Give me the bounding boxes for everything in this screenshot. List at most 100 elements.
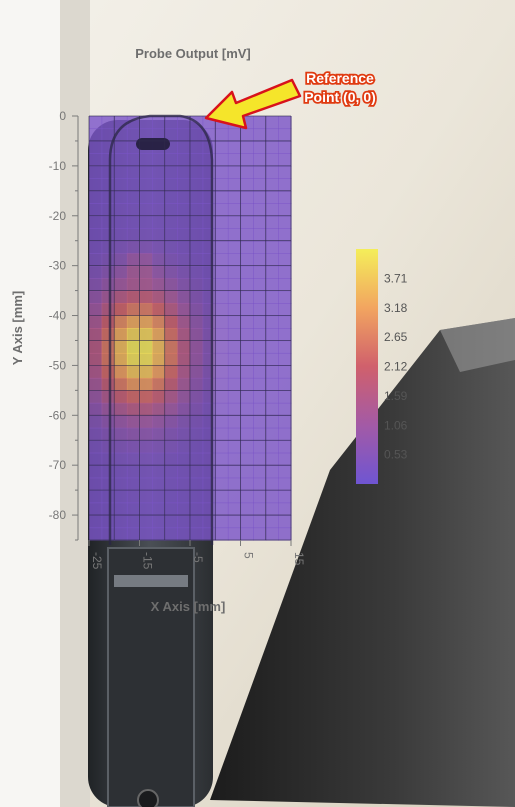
heatmap-cell [240,228,254,242]
heatmap-cell [227,515,242,529]
heatmap-cell [215,253,229,267]
heatmap-cell [89,477,103,491]
heatmap-cell [202,278,216,292]
heatmap-cell [89,340,103,354]
heatmap-cell [227,365,242,379]
heatmap-cell [215,215,229,229]
heatmap-cell [101,190,115,204]
heatmap-cell [253,278,267,292]
heatmap-cell [177,153,191,167]
heatmap-cell [164,178,178,192]
heatmap-cell [265,328,279,342]
heatmap-cell [240,452,254,466]
heatmap-cell [177,290,191,304]
heatmap-cell [101,465,115,479]
heatmap-cell [227,315,242,329]
heatmap-cell [253,153,267,167]
heatmap-cell [265,228,279,242]
heatmap-cell [278,240,292,254]
heatmap-cell [190,253,204,267]
heatmap-cell [126,303,141,317]
heatmap-cell [152,265,166,279]
heatmap-cell [114,402,128,416]
heatmap-cell [265,427,279,441]
heatmap-cell [101,477,115,491]
heatmap-cell [190,290,204,304]
heatmap-cell [202,203,216,217]
heatmap-cell [202,440,216,454]
heatmap-cell [215,515,229,529]
heatmap-cell [202,303,216,317]
heatmap-cell [101,352,115,367]
heatmap-cell [190,427,204,441]
heatmap-cell [114,153,128,167]
heatmap-cell [177,527,191,541]
heatmap-cell [253,527,267,541]
heatmap-cell [89,490,103,504]
heatmap-cell [139,290,153,304]
heatmap-cell [177,278,191,292]
heatmap-cell [227,190,242,204]
heatmap-cell [240,390,254,404]
heatmap-cell [164,365,178,379]
heatmap-cell [265,477,279,491]
heatmap-cell [139,153,153,167]
heatmap-cell [278,365,292,379]
heatmap-cell [101,328,115,342]
heatmap-cell [240,502,254,516]
heatmap-cell [215,240,229,254]
heatmap-cell [227,415,242,429]
heatmap-cell [215,278,229,292]
heatmap-cell [139,415,153,429]
heatmap-cell [265,377,279,391]
heatmap-cell [126,178,141,192]
heatmap-cell [177,253,191,267]
heatmap-cell [240,340,254,354]
heatmap-cell [253,303,267,317]
heatmap-cell [152,215,166,229]
colorbar-tick-label: 0.53 [384,448,408,462]
heatmap-cell [202,290,216,304]
heatmap-cell [101,440,115,454]
heatmap-cell [126,477,141,491]
reference-annotation: Reference Point (0, 0) [204,68,378,130]
heatmap-cell [240,290,254,304]
heatmap-cell [177,427,191,441]
heatmap-cell [265,515,279,529]
heatmap-cell [89,452,103,466]
heatmap-cell [227,377,242,391]
heatmap-cell [202,165,216,179]
heatmap-cell [240,303,254,317]
heatmap-cell [265,253,279,267]
heatmap-cell [152,203,166,217]
y-tick-label: -80 [49,508,67,522]
heatmap-cell [126,440,141,454]
heatmap-cell [126,452,141,466]
heatmap-cell [139,253,153,267]
heatmap-cell [152,415,166,429]
white-wall [0,0,60,807]
heatmap-cell [278,265,292,279]
heatmap-cell [89,352,103,367]
heatmap-cell [139,116,153,130]
heatmap-cell [114,502,128,516]
heatmap-cell [139,203,153,217]
heatmap-cell [177,377,191,391]
heatmap-cell [177,303,191,317]
y-tick-label: -60 [49,408,67,422]
x-tick-label: -15 [141,552,155,570]
heatmap-cell [240,128,254,142]
heatmap-cell [177,415,191,429]
heatmap-cell [265,440,279,454]
heatmap-cell [240,315,254,329]
y-tick-label: -20 [49,209,67,223]
heatmap-cell [139,165,153,179]
colorbar-tick-label: 3.18 [384,301,408,315]
heatmap-cell [202,315,216,329]
heatmap-cell [215,190,229,204]
heatmap-cell [114,352,128,367]
heatmap-cell [89,303,103,317]
heatmap-cell [89,153,103,167]
heatmap-cell [278,527,292,541]
phone-slot [114,575,188,587]
